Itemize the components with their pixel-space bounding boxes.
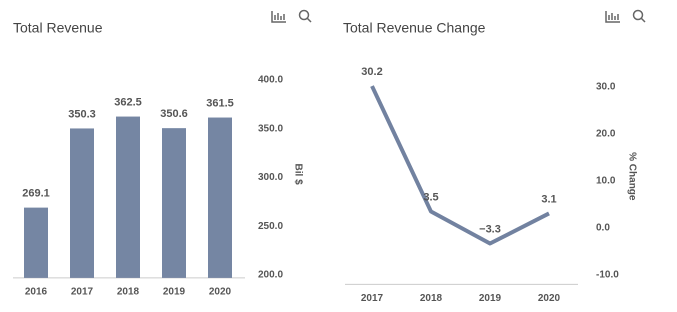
search-icon[interactable] [632,9,646,23]
bar [208,117,232,278]
y-tick-label: 20.0 [596,129,616,140]
value-label: 361.5 [206,97,234,109]
y-tick-label: 10.0 [596,176,616,187]
x-tick-label: 2020 [538,293,561,304]
y-axis-title: % Change [626,152,637,201]
chart-title: Total Revenue [13,20,103,36]
y-tick-label: 300.0 [258,172,283,183]
bar [162,128,186,278]
bar [70,128,94,278]
x-tick-label: 2020 [209,287,232,298]
y-tick-label: 350.0 [258,123,283,134]
bar [24,207,48,278]
value-label: 269.1 [22,188,50,200]
value-label: 350.3 [68,108,96,120]
x-tick-label: 2016 [25,287,48,298]
y-tick-label: 30.0 [596,82,616,93]
value-label: −3.3 [479,223,501,235]
chart-icon[interactable] [271,11,286,23]
y-tick-label: 400.0 [258,75,283,86]
x-tick-label: 2019 [479,293,502,304]
x-tick-label: 2018 [420,293,443,304]
value-label: 362.5 [114,96,142,108]
bar [116,116,140,278]
line [370,85,550,246]
y-tick-label: 250.0 [258,221,283,232]
chart-icon[interactable] [605,11,620,23]
value-label: 3.1 [541,193,556,205]
x-tick-label: 2018 [117,287,140,298]
value-label: 350.6 [160,108,188,120]
x-tick-label: 2017 [361,293,384,304]
y-tick-label: -10.0 [596,270,619,281]
y-axis-title: Bil $ [292,164,303,186]
value-label: 3.5 [423,191,438,203]
x-tick-label: 2019 [163,287,186,298]
y-tick-label: 0.0 [596,223,610,234]
value-label: 30.2 [361,66,382,78]
y-tick-label: 200.0 [258,270,283,281]
chart-title: Total Revenue Change [343,20,486,36]
x-tick-label: 2017 [71,287,94,298]
search-icon[interactable] [298,9,312,23]
